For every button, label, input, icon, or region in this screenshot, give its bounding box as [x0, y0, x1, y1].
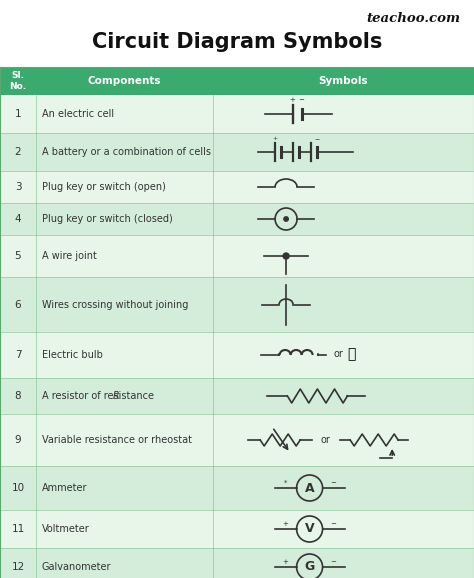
Text: Electric bulb: Electric bulb — [42, 350, 103, 360]
Text: A battery or a combination of cells: A battery or a combination of cells — [42, 147, 211, 157]
Bar — [0, 332, 474, 378]
Text: 6: 6 — [15, 299, 21, 309]
Bar — [0, 378, 474, 414]
Bar — [0, 203, 474, 235]
Text: G: G — [304, 561, 315, 573]
Text: 4: 4 — [15, 214, 21, 224]
Text: −: − — [299, 97, 304, 103]
Text: teachoo.com: teachoo.com — [366, 12, 460, 25]
Bar — [0, 548, 474, 578]
Text: −: − — [314, 136, 319, 141]
Text: Ammeter: Ammeter — [42, 483, 88, 493]
Text: 3: 3 — [15, 182, 21, 192]
Text: or: or — [333, 349, 343, 359]
Text: A: A — [305, 481, 314, 495]
Text: −: − — [331, 559, 337, 565]
Text: +: + — [283, 521, 289, 527]
Text: *: * — [284, 480, 287, 486]
Bar — [0, 235, 474, 277]
Bar — [0, 510, 474, 548]
Text: 12: 12 — [11, 562, 25, 572]
Text: −: − — [331, 521, 337, 527]
Text: Plug key or switch (closed): Plug key or switch (closed) — [42, 214, 173, 224]
Text: Galvanometer: Galvanometer — [42, 562, 111, 572]
Text: 7: 7 — [15, 350, 21, 360]
Bar — [0, 95, 474, 133]
Text: Circuit Diagram Symbols: Circuit Diagram Symbols — [92, 32, 382, 52]
Bar — [0, 466, 474, 510]
Text: +: + — [283, 559, 289, 565]
Text: 1: 1 — [15, 109, 21, 119]
Text: 5: 5 — [15, 251, 21, 261]
Text: +: + — [272, 136, 277, 141]
Bar — [0, 277, 474, 332]
Text: +: + — [290, 97, 295, 103]
Bar — [0, 171, 474, 203]
Text: R: R — [112, 391, 119, 401]
Text: Plug key or switch (open): Plug key or switch (open) — [42, 182, 166, 192]
Text: A resistor of resistance: A resistor of resistance — [42, 391, 157, 401]
Bar — [0, 133, 474, 171]
Text: Components: Components — [88, 76, 161, 86]
Text: Wires crossing without joining: Wires crossing without joining — [42, 299, 188, 309]
Text: Variable resistance or rheostat: Variable resistance or rheostat — [42, 435, 192, 445]
Text: 9: 9 — [15, 435, 21, 445]
Text: Sl.
No.: Sl. No. — [9, 71, 27, 91]
Text: 2: 2 — [15, 147, 21, 157]
Text: Symbols: Symbols — [319, 76, 368, 86]
Text: 11: 11 — [11, 524, 25, 534]
Text: 8: 8 — [15, 391, 21, 401]
Text: −: − — [331, 480, 337, 486]
Text: An electric cell: An electric cell — [42, 109, 114, 119]
Circle shape — [284, 217, 288, 221]
Text: 10: 10 — [11, 483, 25, 493]
Text: A wire joint: A wire joint — [42, 251, 97, 261]
Bar — [0, 67, 474, 95]
Text: 💡: 💡 — [347, 347, 356, 361]
Circle shape — [283, 253, 289, 259]
Text: Voltmeter: Voltmeter — [42, 524, 90, 534]
Bar — [0, 414, 474, 466]
Text: or: or — [320, 435, 330, 445]
Text: V: V — [305, 523, 314, 535]
